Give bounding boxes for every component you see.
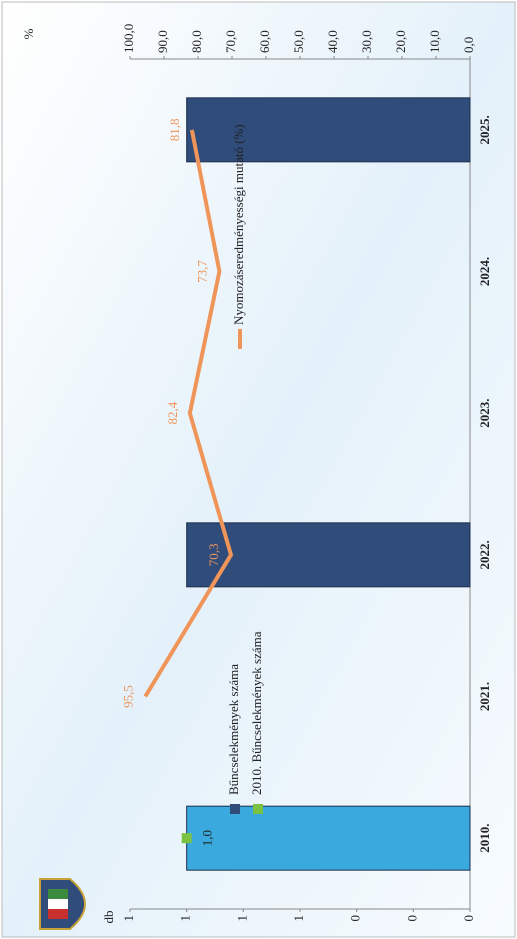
y2-tick-label: 0,0: [461, 37, 476, 53]
x-tick-label: 2010.: [477, 824, 492, 853]
data-label: 73,7: [194, 260, 209, 283]
y2-axis-title: %: [21, 28, 36, 39]
bar: [186, 805, 471, 871]
x-tick-label: 2021.: [477, 682, 492, 711]
y-axis-title: db: [101, 911, 116, 924]
legend-swatch: [230, 804, 240, 814]
data-label: 95,5: [120, 685, 135, 708]
x-tick-label: 2024.: [477, 257, 492, 286]
legend-label: Bűncselekmények száma: [226, 664, 241, 795]
y2-tick-label: 50,0: [291, 30, 306, 53]
rotated-plot: db 0 0 0 1 1 1 1% 0,0 10,0 20,0 30,0 40,0 50,0 60,0 70,…: [21, 24, 492, 930]
y-tick-label: 0: [461, 915, 476, 922]
y2-tick-label: 80,0: [189, 30, 204, 53]
legend-label: Nyomozáseredményességi mutató (%): [231, 124, 246, 325]
x-tick-label: 2023.: [477, 399, 492, 428]
y-tick-label: 0: [348, 915, 363, 922]
y2-tick-label: 70,0: [223, 30, 238, 53]
y2-tick-label: 90,0: [155, 30, 170, 53]
y-tick-label: 1: [291, 915, 306, 922]
bar: [186, 522, 471, 588]
y-tick-label: 0: [404, 915, 419, 922]
logo: [39, 878, 86, 930]
x-tick-label: 2022.: [477, 540, 492, 569]
y2-tick-label: 100,0: [121, 24, 136, 53]
y2-tick-label: 40,0: [325, 30, 340, 53]
x-tick-label: 2025.: [477, 115, 492, 144]
y-tick-label: 1: [234, 915, 249, 922]
data-label: 82,4: [165, 401, 180, 424]
y2-tick-label: 20,0: [393, 30, 408, 53]
bar: [186, 97, 471, 163]
y2-tick-label: 60,0: [257, 30, 272, 53]
line: [143, 129, 234, 698]
y2-tick-label: 10,0: [427, 30, 442, 53]
bar-marker: [181, 833, 192, 844]
y2-tick-label: 30,0: [359, 30, 374, 53]
legend-label: 2010. Bűncselekmények száma: [249, 631, 264, 795]
data-label: 70,3: [206, 543, 221, 566]
legend-swatch: [253, 804, 263, 814]
data-label: 1,0: [200, 830, 215, 846]
y-tick-label: 1: [121, 915, 136, 922]
data-label: 81,8: [167, 118, 182, 141]
y-tick-label: 1: [178, 915, 193, 922]
